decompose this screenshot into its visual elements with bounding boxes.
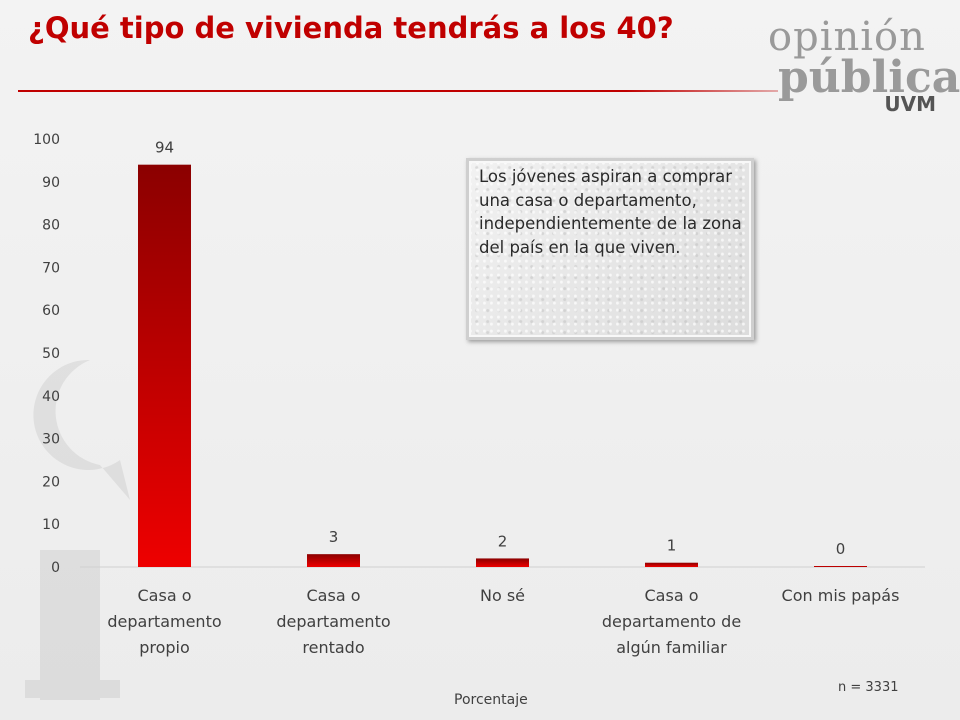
bar-value-label: 0 bbox=[836, 540, 846, 558]
bar bbox=[138, 164, 191, 567]
y-tick-label: 40 bbox=[42, 389, 60, 405]
x-axis-title: Porcentaje bbox=[454, 692, 528, 708]
bar bbox=[645, 562, 698, 567]
y-tick-label: 70 bbox=[42, 260, 60, 276]
opinion-publica-logo: opinión pública UVM bbox=[768, 14, 960, 116]
insight-callout: Los jóvenes aspiran a comprar una casa o… bbox=[466, 158, 754, 340]
logo-line-uvm: UVM bbox=[884, 92, 936, 116]
category-label: Casa o departamento rentado bbox=[276, 586, 390, 657]
category-label: Casa o departamento propio bbox=[107, 586, 221, 657]
bar bbox=[814, 566, 867, 567]
bar-value-label: 1 bbox=[667, 537, 677, 555]
category-label: No sé bbox=[480, 586, 525, 605]
bar bbox=[307, 554, 360, 567]
category-label: Casa o departamento de algún familiar bbox=[602, 586, 741, 657]
watermark-logo-icon bbox=[25, 359, 130, 700]
category-label: Con mis papás bbox=[782, 586, 900, 605]
bars-group: 94 3 2 1 0 bbox=[138, 139, 867, 567]
category-labels: Casa o departamento propio Casa o departamen… bbox=[107, 586, 899, 657]
bar-value-label: 2 bbox=[498, 532, 508, 550]
sample-size-label: n = 3331 bbox=[838, 680, 899, 695]
bar-value-label: 94 bbox=[155, 139, 174, 157]
bar-value-label: 3 bbox=[329, 528, 339, 546]
y-tick-label: 10 bbox=[42, 517, 60, 533]
y-tick-label: 30 bbox=[42, 432, 60, 448]
bar bbox=[476, 558, 529, 567]
y-tick-label: 0 bbox=[51, 560, 60, 576]
y-tick-label: 100 bbox=[33, 132, 60, 148]
y-tick-label: 80 bbox=[42, 218, 60, 234]
y-tick-label: 60 bbox=[42, 303, 60, 319]
y-tick-label: 20 bbox=[42, 474, 60, 490]
logo-line-publica: pública bbox=[778, 52, 960, 103]
logo-line-opinion: opinión bbox=[768, 14, 926, 60]
y-axis: 0 10 20 30 40 50 60 70 80 90 100 bbox=[33, 132, 60, 576]
page-title: ¿Qué tipo de vivienda tendrás a los 40? bbox=[28, 11, 674, 45]
y-tick-label: 50 bbox=[42, 346, 60, 362]
y-tick-label: 90 bbox=[42, 175, 60, 191]
title-divider bbox=[18, 90, 778, 92]
